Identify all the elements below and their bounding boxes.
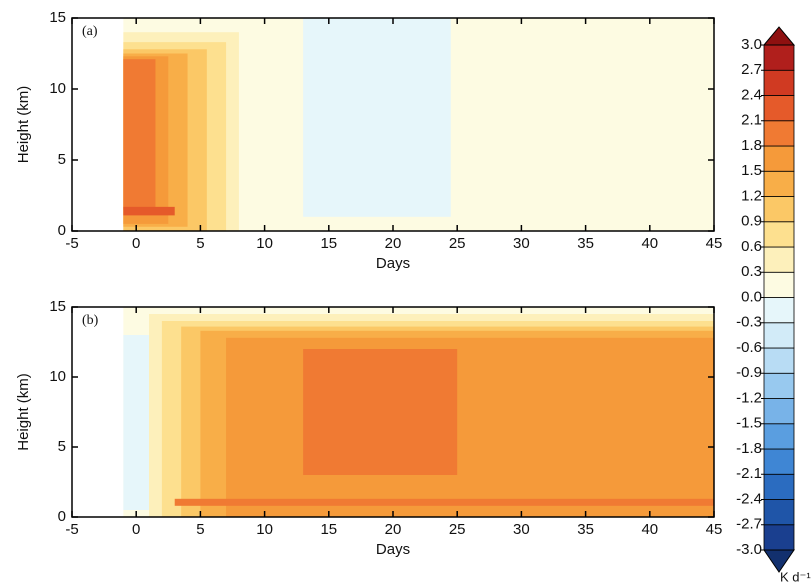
colorbar-tick-label: 3.0 bbox=[741, 36, 762, 53]
contour-region bbox=[174, 498, 715, 506]
colorbar-bin bbox=[763, 448, 795, 475]
x-tick-label: 25 bbox=[449, 521, 466, 538]
y-tick-label: 0 bbox=[58, 508, 66, 525]
x-tick-label: -5 bbox=[65, 521, 78, 538]
y-tick-label: 10 bbox=[49, 368, 66, 385]
contour-region bbox=[123, 59, 156, 210]
x-tick-label: 15 bbox=[320, 521, 337, 538]
contour-region bbox=[123, 335, 150, 510]
colorbar-tick-label: -2.1 bbox=[736, 465, 762, 482]
colorbar-tick-label: 0.9 bbox=[741, 213, 762, 230]
x-tick-label: 10 bbox=[256, 235, 273, 252]
x-tick-label: 0 bbox=[132, 521, 140, 538]
x-tick-label: 30 bbox=[513, 521, 530, 538]
x-tick-label: 45 bbox=[706, 235, 723, 252]
contour-region bbox=[123, 206, 175, 216]
contour-region bbox=[303, 18, 451, 217]
colorbar-tick-label: -2.4 bbox=[736, 490, 762, 507]
colorbar-bin bbox=[763, 170, 795, 197]
contour-region bbox=[303, 349, 458, 475]
colorbar-tick-label: 2.7 bbox=[741, 61, 762, 78]
y-tick-label: 15 bbox=[49, 9, 66, 26]
colorbar-tick-label: -0.9 bbox=[736, 364, 762, 381]
y-axis-label: Height (km) bbox=[15, 86, 32, 164]
x-tick-label: 25 bbox=[449, 235, 466, 252]
x-tick-label: 15 bbox=[320, 235, 337, 252]
x-axis-label: Days bbox=[376, 255, 410, 272]
colorbar-tick-label: -0.6 bbox=[736, 339, 762, 356]
x-tick-label: 35 bbox=[577, 521, 594, 538]
colorbar-tick-label: -1.8 bbox=[736, 440, 762, 457]
colorbar-bin bbox=[763, 524, 795, 551]
colorbar-bin bbox=[763, 347, 795, 374]
colorbar-bin bbox=[763, 120, 795, 147]
x-tick-label: 20 bbox=[385, 235, 402, 252]
colorbar-bin bbox=[763, 246, 795, 273]
colorbar-bin bbox=[763, 398, 795, 425]
colorbar-tick-label: -0.3 bbox=[736, 314, 762, 331]
x-tick-label: 0 bbox=[132, 235, 140, 252]
colorbar-bin bbox=[763, 423, 795, 450]
colorbar-tick-label: 2.4 bbox=[741, 86, 762, 103]
y-tick-label: 10 bbox=[49, 80, 66, 97]
colorbar-bin bbox=[763, 145, 795, 172]
colorbar-bin bbox=[763, 196, 795, 223]
y-tick-label: 15 bbox=[49, 298, 66, 315]
colorbar-tick-label: 1.5 bbox=[741, 162, 762, 179]
x-tick-label: 40 bbox=[641, 521, 658, 538]
colorbar-bin bbox=[763, 322, 795, 349]
x-tick-label: 30 bbox=[513, 235, 530, 252]
y-axis-label: Height (km) bbox=[15, 373, 32, 451]
colorbar-bin bbox=[763, 95, 795, 122]
x-tick-label: 5 bbox=[196, 521, 204, 538]
colorbar-tick-label: 1.2 bbox=[741, 187, 762, 204]
colorbar-bin bbox=[763, 499, 795, 526]
y-tick-label: 0 bbox=[58, 222, 66, 239]
colorbar-bin bbox=[763, 473, 795, 500]
colorbar-tick-label: 0.3 bbox=[741, 263, 762, 280]
colorbar-tick-label: -1.5 bbox=[736, 415, 762, 432]
x-tick-label: 20 bbox=[385, 521, 402, 538]
colorbar-bin bbox=[763, 297, 795, 324]
x-tick-label: 45 bbox=[706, 521, 723, 538]
x-tick-label: -5 bbox=[65, 235, 78, 252]
colorbar-arrow-bottom bbox=[763, 549, 795, 573]
y-tick-label: 5 bbox=[58, 438, 66, 455]
colorbar-bin bbox=[763, 44, 795, 71]
colorbar-unit: K d⁻¹ bbox=[780, 569, 811, 584]
x-axis-label: Days bbox=[376, 541, 410, 558]
colorbar-bin bbox=[763, 271, 795, 298]
x-tick-label: 5 bbox=[196, 235, 204, 252]
colorbar-tick-label: 0.0 bbox=[741, 288, 762, 305]
y-tick-label: 5 bbox=[58, 151, 66, 168]
colorbar-arrow-top bbox=[762, 26, 796, 46]
colorbar-tick-label: 0.6 bbox=[741, 238, 762, 255]
colorbar-tick-label: 2.1 bbox=[741, 112, 762, 129]
colorbar-tick-label: -3.0 bbox=[736, 541, 762, 558]
panel-label: (b) bbox=[82, 313, 99, 328]
x-tick-label: 40 bbox=[641, 235, 658, 252]
x-tick-label: 35 bbox=[577, 235, 594, 252]
colorbar-tick-label: -1.2 bbox=[736, 389, 762, 406]
colorbar-tick-label: 1.8 bbox=[741, 137, 762, 154]
colorbar-bin bbox=[763, 69, 795, 96]
colorbar-bin bbox=[763, 221, 795, 248]
colorbar-bin bbox=[763, 372, 795, 399]
panel-label: (a) bbox=[82, 24, 98, 39]
contour-region bbox=[226, 337, 714, 517]
colorbar-tick-label: -2.7 bbox=[736, 516, 762, 533]
x-tick-label: 10 bbox=[256, 521, 273, 538]
